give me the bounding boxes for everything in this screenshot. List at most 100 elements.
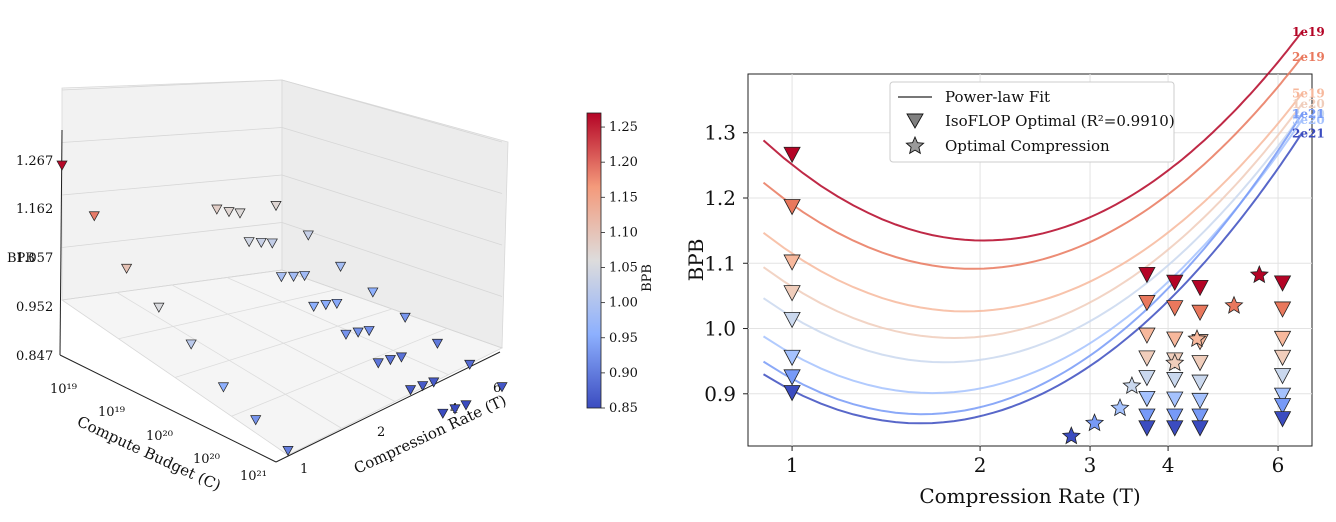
x-tick-label: 2 [974,453,987,477]
isoflop-point [1191,392,1209,410]
optimal-star [1187,328,1207,348]
series-label: 2e19 [1292,50,1325,64]
scatter-3d-point [88,211,100,222]
isoflop-point [1166,331,1184,348]
fit-curve-2e19 [762,56,1303,270]
isoflop-point [783,254,801,271]
fit-curve-5e19 [762,93,1303,313]
scatter-3d-point [384,355,397,366]
scatter-3d-point [372,358,384,369]
y-tick-label: 10¹⁹ [98,405,125,420]
series-label: 5e19 [1292,87,1325,101]
isoflop-point [783,311,801,329]
colorbar-label: BPB [640,264,655,292]
isoflop-point [1166,408,1184,425]
legend-isoflop-label: IsoFLOP Optimal (R²=0.9910) [945,112,1175,130]
scatter-3d-point [56,160,68,171]
isoflop-point [1166,420,1184,437]
isoflop-point [1273,411,1292,428]
grid-line-3d [226,277,449,376]
grid-3d [61,79,503,429]
optimal-star [1085,413,1105,432]
colorbar-tick-label: 0.95 [609,331,638,346]
legend-fit-label: Power-law Fit [945,88,1050,106]
y-axis-line [59,354,277,463]
scatter-3d-point [211,204,223,215]
y-tick-label: 10²⁰ [193,452,220,467]
scatter-3d-point [298,271,311,282]
y-tick-label: 1.2 [704,186,736,210]
scatter-3d-point [449,404,461,415]
x-tick-label: 1 [300,462,308,477]
isoflop-point [1138,408,1156,425]
scatter-3d-point [250,415,262,426]
isoflop-point [1138,420,1156,437]
optimal-star [1061,426,1081,445]
legend-optimal-label: Optimal Compression [945,137,1110,155]
scatter-3d-point [395,352,408,363]
x-ticks-2d: 1 2 3 4 6 [786,446,1285,477]
panel-3d: 1.267 1.162 1.057 0.952 0.847 BPB 10¹⁹ 1… [7,79,655,495]
isoflop-point [783,285,801,302]
scatter-3d-point [428,377,440,388]
colorbar-tick-label: 1.05 [609,261,638,276]
x-tick-label: 6 [493,381,501,396]
colorbar-tick-label: 1.10 [609,225,638,240]
grid-line-3d [61,79,283,91]
scatter-3d-point [185,339,197,350]
y-axis-title: BPB [684,239,708,282]
isoflop-point [1138,295,1156,312]
isoflop-point [783,369,801,386]
isoflop-point [1273,349,1292,367]
grid-line-3d [281,127,503,194]
scatter-3d-point [363,326,375,337]
scatter-3d-point [243,237,255,248]
isoflop-point [1166,391,1184,408]
isoflop-point [1166,300,1184,317]
scatter-3d-point [234,208,246,219]
series-label: 5e20 [1292,113,1325,127]
fit-curve-1e19 [762,31,1303,242]
y-tick-label: 10²¹ [240,469,267,484]
series-label: 2e20 [1292,107,1325,121]
scatter-3d-point [367,287,379,298]
optimal-star [1110,398,1130,417]
x-axis-title: Compression Rate (T) [919,484,1140,508]
x-tick-label: 6 [1272,453,1285,477]
y-tick-label: 10¹⁹ [50,382,77,397]
isoflop-point [783,385,801,402]
optimal-stars [1061,264,1269,445]
z-tick-label: 1.162 [16,202,53,217]
isoflop-point [1273,368,1292,385]
isoflop-point [1273,275,1292,292]
colorbar-tick-label: 1.20 [609,155,638,170]
colorbar-ticks: 1.25 1.20 1.15 1.10 1.05 1.00 0.95 0.90 0.85 [601,120,638,416]
colorbar-tick-label: 1.00 [609,296,638,311]
isoflop-point [1273,398,1292,415]
series-label: 1e20 [1292,97,1325,111]
colorbar-tick-label: 1.15 [609,190,638,205]
fit-curve-2e20 [762,113,1303,364]
grid-line-3d [281,79,503,143]
scatter-3d-point [266,238,278,249]
colorbar-tick-label: 0.85 [609,401,638,416]
z-axis-label: BPB [7,251,35,266]
scatter-3d-point [320,300,332,311]
scatter-3d-point [255,237,267,249]
optimal-star [1122,375,1142,395]
isoflop-point [1138,390,1156,408]
z-tick-label: 0.847 [16,349,53,364]
isoflop-point [1191,280,1209,297]
z-tick-label: 1.267 [16,154,53,169]
isoflop-point [1138,370,1156,387]
isoflop-point [1166,274,1184,292]
legend-star-icon [905,135,925,155]
isoflop-point [1191,374,1209,391]
scatter-3d-point [217,382,230,393]
x-tick-label: 2 [377,425,385,440]
series-label: 1e21 [1292,107,1325,121]
y-tick-label: 1.3 [704,121,736,145]
scatter-3d-point [417,381,429,392]
optimal-star [1224,295,1244,314]
